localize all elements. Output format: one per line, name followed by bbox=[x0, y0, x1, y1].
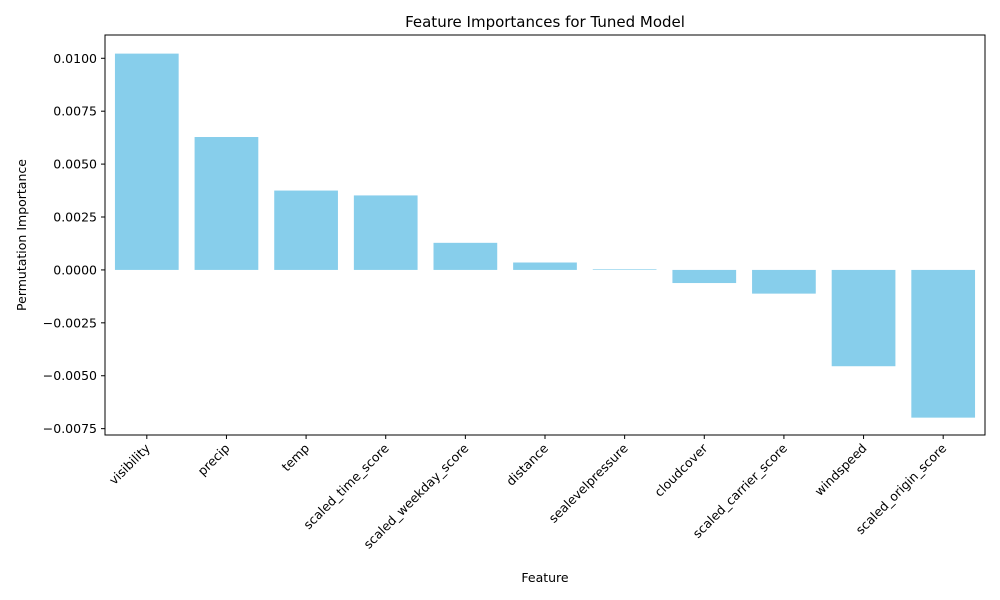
bar-sealevelpressure bbox=[592, 269, 657, 270]
x-tick-label: sealevelpressure bbox=[545, 440, 630, 525]
plot-frame bbox=[104, 34, 986, 436]
bar-scaled-origin-score bbox=[911, 269, 976, 418]
y-tick-label: −0.0025 bbox=[43, 315, 97, 330]
x-tick-label: visibility bbox=[106, 440, 153, 487]
bar-windspeed bbox=[831, 269, 896, 367]
bar-scaled-carrier-score bbox=[752, 269, 816, 294]
x-tick-label: distance bbox=[503, 440, 551, 488]
y-tick-label: 0.0100 bbox=[53, 51, 97, 66]
y-tick-label: 0.0050 bbox=[53, 157, 97, 172]
x-tick-label: windspeed bbox=[811, 441, 869, 499]
bar-distance bbox=[513, 262, 577, 270]
bar-cloudcover bbox=[672, 269, 737, 284]
bars-group bbox=[114, 53, 976, 418]
bar-temp bbox=[274, 190, 338, 270]
x-tick-label: scaled_origin_score bbox=[853, 440, 950, 537]
bar-scaled-weekday-score bbox=[433, 242, 498, 270]
y-axis-label: Permutation Importance bbox=[14, 159, 29, 311]
y-tick-label: 0.0075 bbox=[53, 104, 97, 119]
y-tick-label: 0.0000 bbox=[53, 262, 97, 277]
y-axis: −0.0075 −0.0050 −0.0025 0.0000 0.0025 0.0050 0… bbox=[43, 51, 105, 436]
x-axis-label: Feature bbox=[521, 570, 569, 585]
y-tick-label: −0.0050 bbox=[43, 368, 97, 383]
y-tick-label: −0.0075 bbox=[43, 421, 97, 436]
chart-title: Feature Importances for Tuned Model bbox=[405, 13, 685, 31]
bar-precip bbox=[194, 137, 259, 270]
y-tick-label: 0.0025 bbox=[53, 210, 97, 225]
bar-scaled-time-score bbox=[353, 195, 418, 270]
x-tick-label: cloudcover bbox=[651, 440, 711, 500]
x-tick-label: precip bbox=[195, 440, 233, 478]
x-tick-label: scaled_time_score bbox=[300, 440, 392, 532]
x-tick-label: temp bbox=[278, 440, 312, 474]
bar-visibility bbox=[114, 53, 179, 270]
